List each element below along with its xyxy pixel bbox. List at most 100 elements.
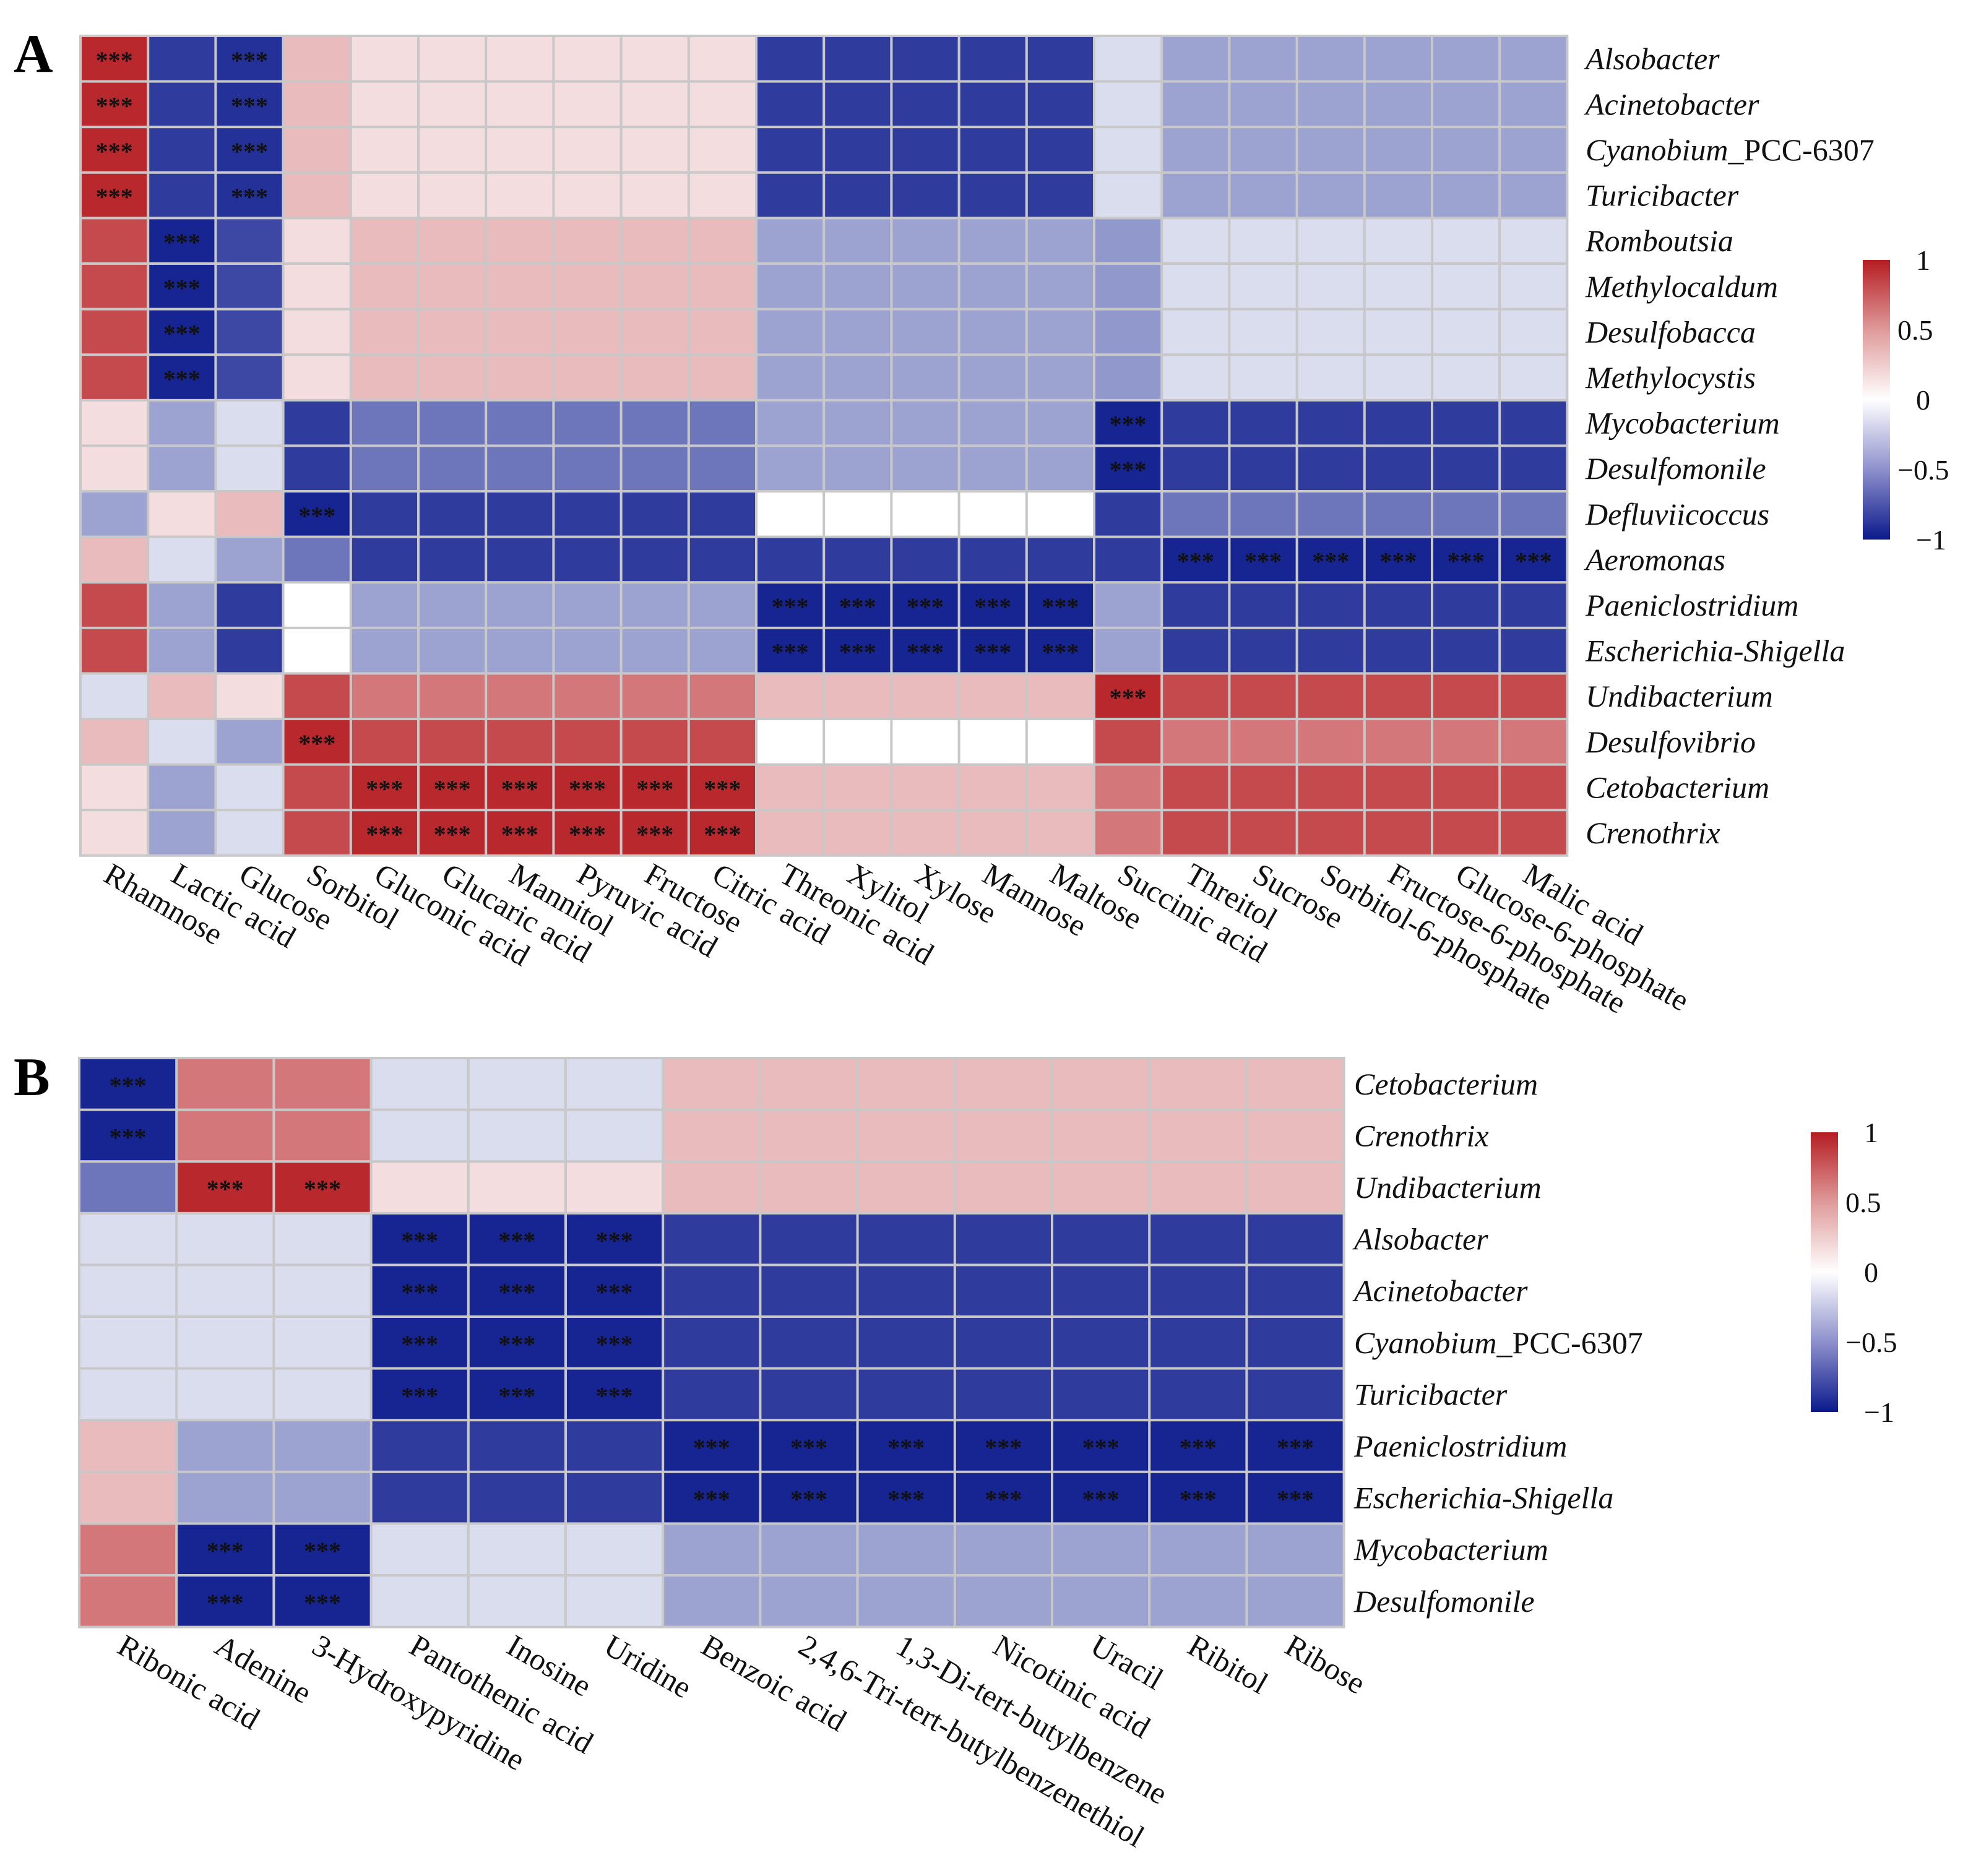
heatmap-cell <box>892 128 958 171</box>
significance-marker: *** <box>96 46 133 74</box>
heatmap-cell <box>825 265 891 308</box>
heatmap-cell <box>664 1421 759 1471</box>
legend-tick-label: −1 <box>1864 1396 1894 1428</box>
heatmap-cell <box>80 1266 176 1315</box>
heatmap-cell <box>487 629 553 673</box>
heatmap-cell <box>80 1059 176 1109</box>
heatmap-cell <box>1150 1214 1246 1264</box>
heatmap-cell <box>420 493 485 536</box>
heatmap-cell <box>960 720 1025 764</box>
heatmap-cell <box>689 356 755 399</box>
heatmap-cell <box>622 538 688 582</box>
significance-marker: *** <box>401 1330 438 1358</box>
heatmap-cell <box>956 1059 1051 1109</box>
heatmap-cell <box>689 583 755 627</box>
heatmap-cell <box>275 1266 370 1315</box>
heatmap-cell <box>352 493 417 536</box>
panel-b-legend-bar <box>1811 1132 1838 1412</box>
heatmap-cell <box>825 219 891 262</box>
heatmap-cell <box>567 1318 662 1367</box>
heatmap-cell <box>1163 720 1228 764</box>
heatmap-cell <box>352 538 417 582</box>
heatmap-cell <box>469 1163 564 1212</box>
row-label: Cetobacterium <box>1354 1067 1538 1101</box>
heatmap-cell <box>1027 401 1093 445</box>
heatmap-cell <box>469 1318 564 1367</box>
heatmap-cell <box>420 401 485 445</box>
significance-marker: *** <box>434 775 471 802</box>
heatmap-cell <box>960 82 1025 126</box>
significance-marker: *** <box>163 274 201 302</box>
legend-tick-label: −1 <box>1916 524 1946 556</box>
heatmap-cell <box>217 765 282 809</box>
heatmap-cell <box>372 1369 467 1419</box>
significance-marker: *** <box>498 1382 535 1409</box>
row-label: Crenothrix <box>1354 1118 1489 1153</box>
heatmap-cell <box>689 265 755 308</box>
heatmap-cell <box>1027 37 1093 80</box>
heatmap-cell <box>217 265 282 308</box>
heatmap-cell <box>1365 811 1431 854</box>
heatmap-cell <box>858 1163 954 1212</box>
significance-marker: *** <box>1180 1486 1217 1513</box>
heatmap-cell <box>956 1421 1051 1471</box>
heatmap-cell <box>1095 265 1161 308</box>
heatmap-cell <box>555 82 620 126</box>
heatmap-cell <box>352 401 417 445</box>
row-label: Romboutsia <box>1585 223 1733 258</box>
significance-marker: *** <box>907 639 944 666</box>
row-label: Undibacterium <box>1354 1170 1542 1205</box>
heatmap-cell <box>1230 310 1296 354</box>
significance-marker: *** <box>596 1330 633 1358</box>
heatmap-cell <box>82 447 147 490</box>
heatmap-cell <box>757 629 823 673</box>
heatmap-cell <box>892 310 958 354</box>
heatmap-cell <box>1365 356 1431 399</box>
heatmap-cell <box>82 720 147 764</box>
heatmap-cell <box>858 1266 954 1315</box>
heatmap-cell <box>178 1577 273 1626</box>
heatmap-cell <box>1053 1318 1149 1367</box>
heatmap-cell <box>757 538 823 582</box>
heatmap-cell <box>1365 765 1431 809</box>
heatmap-cell <box>757 219 823 262</box>
heatmap-cell <box>555 811 620 854</box>
heatmap-cell <box>1230 219 1296 262</box>
heatmap-cell <box>372 1318 467 1367</box>
heatmap-cell <box>80 1421 176 1471</box>
heatmap-cell <box>689 82 755 126</box>
heatmap-cell <box>80 1577 176 1626</box>
heatmap-cell <box>622 37 688 80</box>
heatmap-cell <box>1027 583 1093 627</box>
heatmap-cell <box>1163 765 1228 809</box>
heatmap-cell <box>487 173 553 217</box>
heatmap-cell <box>1230 583 1296 627</box>
heatmap-cell <box>469 1059 564 1109</box>
heatmap-cell <box>82 583 147 627</box>
heatmap-cell <box>757 128 823 171</box>
heatmap-cell <box>858 1318 954 1367</box>
heatmap-cell <box>1433 173 1499 217</box>
heatmap-cell <box>1298 720 1363 764</box>
heatmap-cell <box>761 1421 857 1471</box>
heatmap-cell <box>82 674 147 718</box>
heatmap-cell <box>1230 128 1296 171</box>
significance-marker: *** <box>1082 1486 1120 1513</box>
heatmap-cell <box>1298 219 1363 262</box>
heatmap-cell <box>217 811 282 854</box>
heatmap-cell <box>960 37 1025 80</box>
heatmap-cell <box>622 310 688 354</box>
heatmap-cell <box>825 356 891 399</box>
heatmap-cell <box>1095 310 1161 354</box>
heatmap-cell <box>1163 356 1228 399</box>
heatmap-cell <box>1095 629 1161 673</box>
heatmap-cell <box>567 1577 662 1626</box>
heatmap-cell <box>689 629 755 673</box>
heatmap-cell <box>469 1214 564 1264</box>
heatmap-cell <box>1298 173 1363 217</box>
heatmap-cell <box>1365 219 1431 262</box>
significance-marker: *** <box>401 1227 438 1255</box>
significance-marker: *** <box>1180 1434 1217 1461</box>
heatmap-cell <box>689 401 755 445</box>
